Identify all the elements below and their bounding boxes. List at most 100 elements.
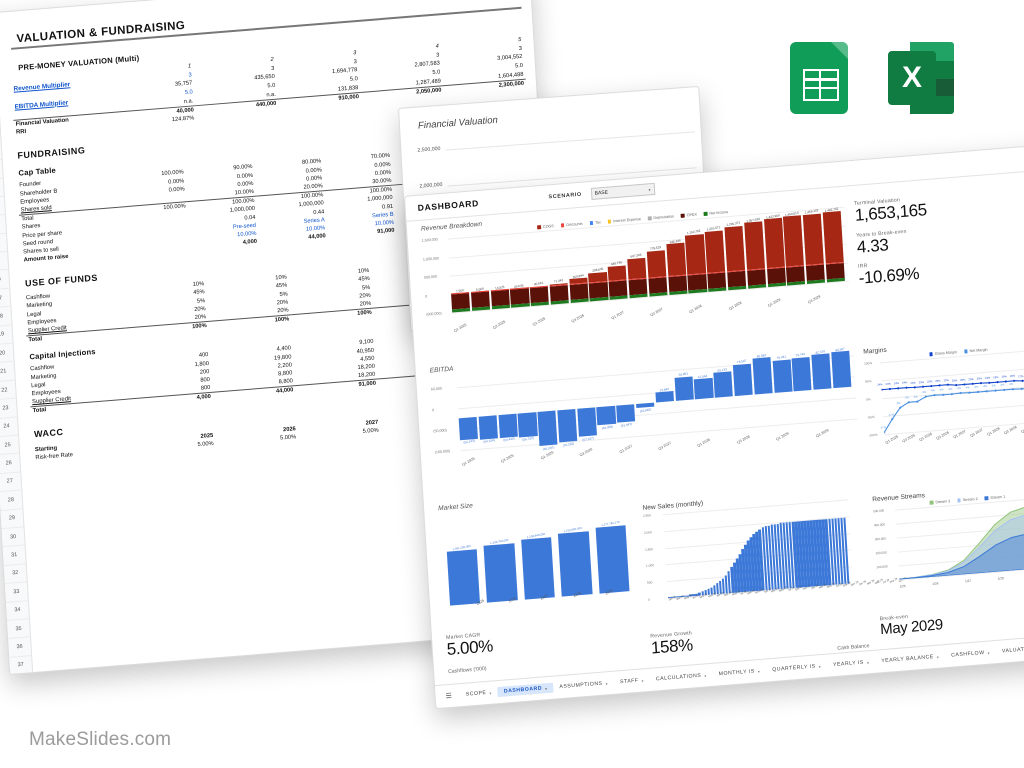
segment-cogs xyxy=(743,221,765,271)
data-label: -4% xyxy=(964,386,970,391)
tab-label: CALCULATIONS xyxy=(655,672,702,683)
data-label: -17% xyxy=(879,426,887,430)
x-tick-label: Q3 2026 xyxy=(935,430,950,441)
segment-opex xyxy=(529,287,549,303)
y-tick-label: 2,500 xyxy=(642,513,652,518)
data-label: -4% xyxy=(938,388,944,393)
row-number[interactable]: 33 xyxy=(4,582,28,603)
segment-opex xyxy=(490,290,510,306)
row-number[interactable]: 23 xyxy=(0,398,17,419)
x-tick-label: Q1 2027 xyxy=(952,429,967,440)
chevron-down-icon[interactable]: ▾ xyxy=(489,690,493,696)
row-number[interactable]: 37 xyxy=(9,655,33,675)
legend-item: Net Margin xyxy=(963,348,988,354)
bar: 1,482,742 xyxy=(822,206,845,283)
sheet-tab-staff[interactable]: STAFF ▾ xyxy=(614,675,651,688)
sheet-tab-monthly-is[interactable]: MONTHLY IS ▾ xyxy=(712,665,766,679)
row-label: Legal xyxy=(30,381,46,390)
y-tick-label: 400,000 xyxy=(873,522,886,528)
legend-swatch xyxy=(607,219,612,224)
data-label: 19% xyxy=(993,376,999,380)
row-number[interactable]: 26 xyxy=(0,453,21,474)
chevron-down-icon[interactable]: ▾ xyxy=(987,649,991,656)
chevron-down-icon[interactable]: ▾ xyxy=(544,685,548,691)
sheet-tab-yearly-balance[interactable]: YEARLY BALANCE ▾ xyxy=(875,651,946,667)
row-number[interactable]: 25 xyxy=(0,435,20,456)
row-number[interactable]: 34 xyxy=(5,600,29,621)
chevron-down-icon[interactable]: ▾ xyxy=(866,659,870,665)
sheet-tab-dashboard[interactable]: DASHBOARD ▾ xyxy=(497,682,554,698)
sheet-tab-calculations[interactable]: CALCULATIONS ▾ xyxy=(650,670,713,685)
chevron-down-icon[interactable]: ▾ xyxy=(605,680,609,686)
sheet-tab-assumptions[interactable]: ASSUMPTIONS ▾ xyxy=(553,678,614,693)
row-label: Risk-free Rate xyxy=(35,451,74,461)
x-tick-label: 1/25 xyxy=(899,584,906,589)
x-tick-label: Q1 2029 xyxy=(767,297,782,308)
row-number[interactable]: 21 xyxy=(0,362,15,383)
legend-label: Depreciation xyxy=(653,214,675,221)
sheet-tab-cashflow[interactable]: CASHFLOW ▾ xyxy=(945,647,996,661)
dashboard-card[interactable]: DASHBOARD SCENARIO BASE ▾ Revenue Breakd… xyxy=(404,143,1024,710)
chevron-down-icon[interactable]: ▾ xyxy=(757,668,761,674)
segment-opex xyxy=(786,266,806,283)
bar: 936,246 xyxy=(665,220,688,296)
chevron-down-icon[interactable]: ▾ xyxy=(818,663,822,669)
data-label: (76,235) xyxy=(562,441,575,448)
row-number[interactable]: 35 xyxy=(7,619,31,640)
row-number[interactable]: 28 xyxy=(0,490,23,511)
row-number[interactable]: 24 xyxy=(0,417,19,438)
bar-rect xyxy=(517,412,538,438)
bar-rect xyxy=(478,415,498,440)
row-number[interactable]: 31 xyxy=(2,545,26,566)
legend-swatch xyxy=(560,223,565,228)
google-sheets-icon[interactable] xyxy=(790,42,848,114)
sheet-tab-quarterly-is[interactable]: QUARTERLY IS ▾ xyxy=(766,661,827,676)
legend-swatch xyxy=(963,349,968,354)
row-number[interactable]: 36 xyxy=(8,637,32,658)
row-number[interactable]: 27 xyxy=(0,472,22,493)
data-label: -3% xyxy=(895,401,901,406)
sheet-tab-scope[interactable]: SCOPE ▾ xyxy=(460,687,499,700)
data-label: 19% xyxy=(1009,374,1016,379)
data-label: 24% xyxy=(885,382,891,387)
row-number[interactable]: 30 xyxy=(1,527,25,548)
scenario-value: BASE xyxy=(594,189,609,197)
legend-item: COGS xyxy=(537,224,554,230)
y-tick-label: 100% xyxy=(863,360,873,366)
segment-opex xyxy=(707,272,727,289)
data-label: 17% xyxy=(1018,374,1024,379)
segment-opex xyxy=(510,288,530,305)
y-tick-label: 500,000 xyxy=(423,274,438,280)
bar-rect xyxy=(576,407,597,438)
legend-item: Stream 3 xyxy=(929,499,950,505)
chevron-down-icon[interactable]: ▾ xyxy=(641,677,645,684)
sheet-tab-bar[interactable]: ☰ SCOPE ▾ DASHBOARD ▾ ASSUMPTIONS ▾ STAFF ▾ CALC… xyxy=(434,633,1024,709)
sheet-tab-valuation[interactable]: VALUATION▾ xyxy=(996,643,1024,657)
data-label: 20% xyxy=(968,377,974,382)
segment-opex xyxy=(549,285,569,302)
x-tick-label xyxy=(473,318,492,331)
y-tick-label: 1,500 xyxy=(644,546,654,552)
sheet-tab-yearly-is[interactable]: YEARLY IS ▾ xyxy=(827,657,876,671)
segment-opex xyxy=(648,277,668,294)
row-number[interactable]: 22 xyxy=(0,380,16,401)
microsoft-excel-icon[interactable]: X xyxy=(888,42,954,114)
chevron-down-icon[interactable]: ▾ xyxy=(936,654,940,660)
chevron-down-icon[interactable]: ▾ xyxy=(704,672,707,678)
row-number[interactable]: 32 xyxy=(3,564,27,585)
gridline xyxy=(445,131,695,151)
hamburger-icon[interactable]: ☰ xyxy=(445,692,453,701)
kpi-market-cagr: Market CAGR 5.00% xyxy=(446,631,494,659)
tab-label: VALUATION xyxy=(1001,645,1024,655)
segment-opex xyxy=(470,291,490,308)
scenario-dropdown[interactable]: BASE ▾ xyxy=(590,182,655,201)
segment-opex xyxy=(608,280,628,297)
segment-opex xyxy=(628,279,648,295)
tab-label: SCOPE xyxy=(465,689,487,698)
row-number[interactable]: 20 xyxy=(0,343,14,364)
bar-rect xyxy=(831,351,852,389)
row-number[interactable]: 29 xyxy=(0,508,24,530)
bar: 298,635 xyxy=(586,226,609,302)
segment-cogs xyxy=(607,265,627,282)
legend-swatch xyxy=(647,216,652,221)
